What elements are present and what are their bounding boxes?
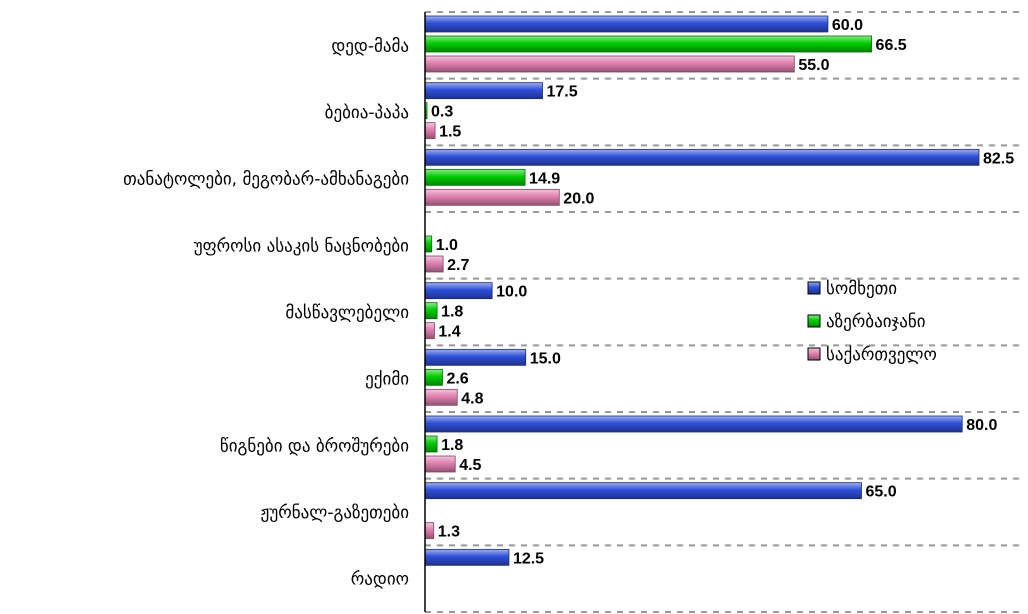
value-label: 4.8 bbox=[461, 390, 483, 407]
value-label: 4.5 bbox=[459, 457, 481, 474]
category-label: მასწავლებელი bbox=[285, 303, 409, 323]
bar-2-6 bbox=[424, 455, 456, 473]
bar-1-3 bbox=[424, 235, 433, 253]
value-label: 0.3 bbox=[431, 104, 453, 121]
bar-0-8 bbox=[424, 548, 510, 566]
bar-1-5 bbox=[424, 368, 443, 386]
bar-0-5 bbox=[424, 348, 527, 366]
value-label: 1.4 bbox=[438, 324, 460, 341]
value-label: 65.0 bbox=[865, 484, 896, 501]
bar-1-2 bbox=[424, 168, 526, 186]
bar-2-4 bbox=[424, 322, 435, 340]
value-label: 1.5 bbox=[439, 124, 461, 141]
value-label: 60.0 bbox=[832, 17, 863, 34]
legend-label: სომხეთი bbox=[826, 279, 897, 299]
bar-0-0 bbox=[424, 15, 829, 33]
value-label: 15.0 bbox=[530, 350, 561, 367]
legend-label: აზერბაიჯანი bbox=[826, 312, 926, 332]
category-label: ექიმი bbox=[365, 370, 409, 390]
category-label: უფროსი ასაკის ნაცნობები bbox=[194, 236, 409, 256]
legend-swatch bbox=[807, 281, 821, 295]
value-label: 55.0 bbox=[798, 57, 829, 74]
category-label: დედ-მამა bbox=[331, 36, 409, 56]
bar-1-6 bbox=[424, 435, 438, 453]
legend-label: საქართველო bbox=[826, 345, 937, 365]
category-label: ჟურნალ-გაზეთები bbox=[261, 503, 409, 523]
bar-2-3 bbox=[424, 255, 444, 273]
value-label: 12.5 bbox=[513, 550, 544, 567]
bar-0-4 bbox=[424, 282, 493, 300]
bar-2-5 bbox=[424, 388, 458, 406]
bar-0-1 bbox=[424, 82, 543, 100]
category-label: წიგნები და ბროშურები bbox=[220, 436, 409, 456]
category-label: თანატოლები, მეგობარ-ამხანაგები bbox=[123, 170, 409, 190]
bar-2-2 bbox=[424, 188, 560, 206]
legend-swatch bbox=[807, 347, 821, 361]
value-label: 82.5 bbox=[983, 150, 1014, 167]
value-label: 1.3 bbox=[438, 524, 460, 541]
value-label: 17.5 bbox=[547, 84, 578, 101]
value-label: 20.0 bbox=[563, 190, 594, 207]
value-label: 2.7 bbox=[447, 257, 469, 274]
value-label: 80.0 bbox=[966, 417, 997, 434]
bar-1-4 bbox=[424, 302, 438, 320]
value-label: 1.0 bbox=[436, 237, 458, 254]
legend-swatch bbox=[807, 314, 821, 328]
value-label: 66.5 bbox=[876, 37, 907, 54]
value-label: 2.6 bbox=[446, 370, 468, 387]
bar-2-1 bbox=[424, 122, 436, 140]
category-label: ბებია-პაპა bbox=[325, 103, 409, 123]
category-label: რადიო bbox=[351, 570, 409, 590]
bar-0-7 bbox=[424, 482, 862, 500]
value-label: 1.8 bbox=[441, 304, 463, 321]
bar-0-2 bbox=[424, 148, 980, 166]
value-label: 10.0 bbox=[496, 284, 527, 301]
bar-0-6 bbox=[424, 415, 963, 433]
bar-2-0 bbox=[424, 55, 795, 73]
bar-2-7 bbox=[424, 522, 435, 540]
bar-1-0 bbox=[424, 35, 872, 53]
value-label: 1.8 bbox=[441, 437, 463, 454]
value-label: 14.9 bbox=[529, 170, 560, 187]
